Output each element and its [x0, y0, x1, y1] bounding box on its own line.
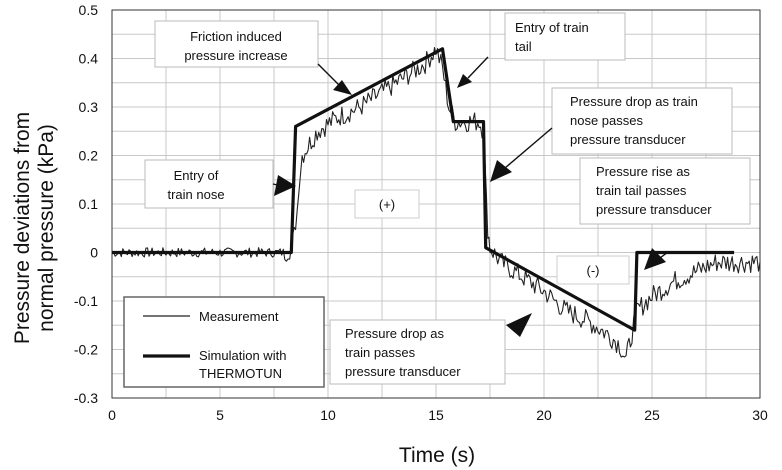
annotation-nose-drop: Pressure drop as train nose passes press… [551, 87, 733, 155]
arrowhead-tail-entry [457, 74, 472, 88]
svg-text:train passes: train passes [345, 345, 416, 360]
arrow-tail-entry [467, 56, 489, 79]
legend-label-simulation: Simulation with [199, 348, 286, 363]
svg-text:Pressure deviations from: Pressure deviations from [11, 112, 34, 344]
legend-box [123, 296, 325, 388]
x-tick-label: 20 [536, 407, 552, 423]
annotation-train-drop: Pressure drop as train passes pressure t… [329, 319, 506, 385]
plot-frame [111, 9, 761, 399]
x-tick-label: 25 [644, 407, 660, 423]
annotation-line: Friction induced [190, 29, 282, 44]
x-tick-label: 5 [216, 407, 224, 423]
annotation-line: Entry of train [515, 20, 589, 35]
annotation-line: pressure transducer [596, 202, 712, 217]
y-tick-label: -0.1 [74, 293, 98, 309]
annotation-line: Entry of [174, 168, 219, 183]
svg-text:THERMOTUN: THERMOTUN [199, 366, 282, 381]
arrowhead-friction [333, 80, 352, 95]
annotation-nose-entry: Entry of train nose [144, 159, 274, 209]
svg-text:Entry of: Entry of [174, 168, 219, 183]
annotation-minus-region: (-) [556, 255, 630, 285]
annotation-line: nose passes [570, 113, 643, 128]
annotation-line: (+) [379, 197, 395, 212]
annotation-line: pressure transducer [570, 132, 686, 147]
annotation-line: pressure transducer [345, 364, 461, 379]
svg-text:Friction induced: Friction induced [190, 29, 282, 44]
svg-text:Pressure drop as train: Pressure drop as train [570, 94, 698, 109]
svg-text:Pressure rise as: Pressure rise as [596, 164, 690, 179]
annotations: Friction induced pressure increase Entry… [144, 12, 751, 385]
annotation-line: tail [515, 39, 532, 54]
y-tick-label: 0.1 [79, 196, 99, 212]
svg-text:Measurement: Measurement [199, 309, 279, 324]
y-axis-title-line2: normal pressure (kPa) [35, 124, 58, 332]
svg-text:normal pressure (kPa): normal pressure (kPa) [35, 124, 58, 332]
arrow-nose-drop [504, 127, 553, 169]
svg-text:Simulation with: Simulation with [199, 348, 286, 363]
annotation-line: train tail passes [596, 183, 687, 198]
series-layer [111, 46, 761, 358]
annotation-tail-entry: Entry of train tail [504, 12, 626, 61]
svg-text:Entry of train: Entry of train [515, 20, 589, 35]
annotation-plus-region: (+) [354, 189, 420, 219]
svg-text:pressure increase: pressure increase [184, 48, 287, 63]
x-tick-label: 30 [752, 407, 768, 423]
x-axis-title: Time (s) [399, 444, 475, 467]
annotation-friction: Friction induced pressure increase [154, 20, 319, 68]
arrowhead-nose-drop [490, 160, 512, 182]
y-tick-label: 0.5 [79, 2, 99, 18]
legend-label-simulation-cont: THERMOTUN [199, 366, 282, 381]
y-tick-label: 0.4 [79, 51, 99, 67]
y-tick-label: -0.3 [74, 390, 98, 406]
svg-text:train tail passes: train tail passes [596, 183, 687, 198]
x-tick-label: 0 [108, 407, 116, 423]
annotation-tail-rise: Pressure rise as train tail passes press… [579, 157, 751, 225]
legend-label-measurement: Measurement [199, 309, 279, 324]
svg-text:pressure transducer: pressure transducer [345, 364, 461, 379]
svg-text:nose passes: nose passes [570, 113, 643, 128]
arrowhead-train-drop [506, 313, 532, 337]
annotation-arrows [272, 56, 669, 337]
arrowhead-tail-rise [644, 248, 666, 270]
x-tick-label: 15 [428, 407, 444, 423]
legend: Measurement Simulation with THERMOTUN [123, 296, 325, 388]
arrowhead-nose-entry [274, 175, 296, 196]
svg-text:(-): (-) [587, 263, 600, 278]
y-axis-title-line1: Pressure deviations from [11, 112, 34, 344]
annotation-line: Pressure drop as [345, 326, 444, 341]
svg-text:pressure transducer: pressure transducer [570, 132, 686, 147]
tick-labels: 0 5 10 15 20 25 30 0.5 0.4 0.3 0.2 0.1 0 -0.1 -0.2 -0.3 [74, 2, 768, 423]
y-tick-label: 0.3 [79, 99, 99, 115]
y-tick-label: 0 [90, 245, 98, 261]
svg-text:Pressure drop as: Pressure drop as [345, 326, 444, 341]
svg-text:train nose: train nose [167, 187, 224, 202]
annotation-line: train nose [167, 187, 224, 202]
x-tick-label: 10 [320, 407, 336, 423]
svg-text:(+): (+) [379, 197, 395, 212]
series-line-simulation [112, 47, 735, 332]
arrow-tail-rise [659, 251, 669, 259]
arrow-friction [317, 63, 341, 87]
annotation-line: Pressure rise as [596, 164, 690, 179]
y-tick-label: -0.2 [74, 342, 98, 358]
annotation-line: (-) [587, 263, 600, 278]
series-line-measurement [111, 46, 761, 358]
svg-text:pressure transducer: pressure transducer [596, 202, 712, 217]
svg-text:tail: tail [515, 39, 532, 54]
annotation-line: train passes [345, 345, 416, 360]
annotation-line: pressure increase [184, 48, 287, 63]
svg-text:Time (s): Time (s) [399, 444, 475, 467]
annotation-line: Pressure drop as train [570, 94, 698, 109]
y-tick-label: 0.2 [79, 148, 99, 164]
